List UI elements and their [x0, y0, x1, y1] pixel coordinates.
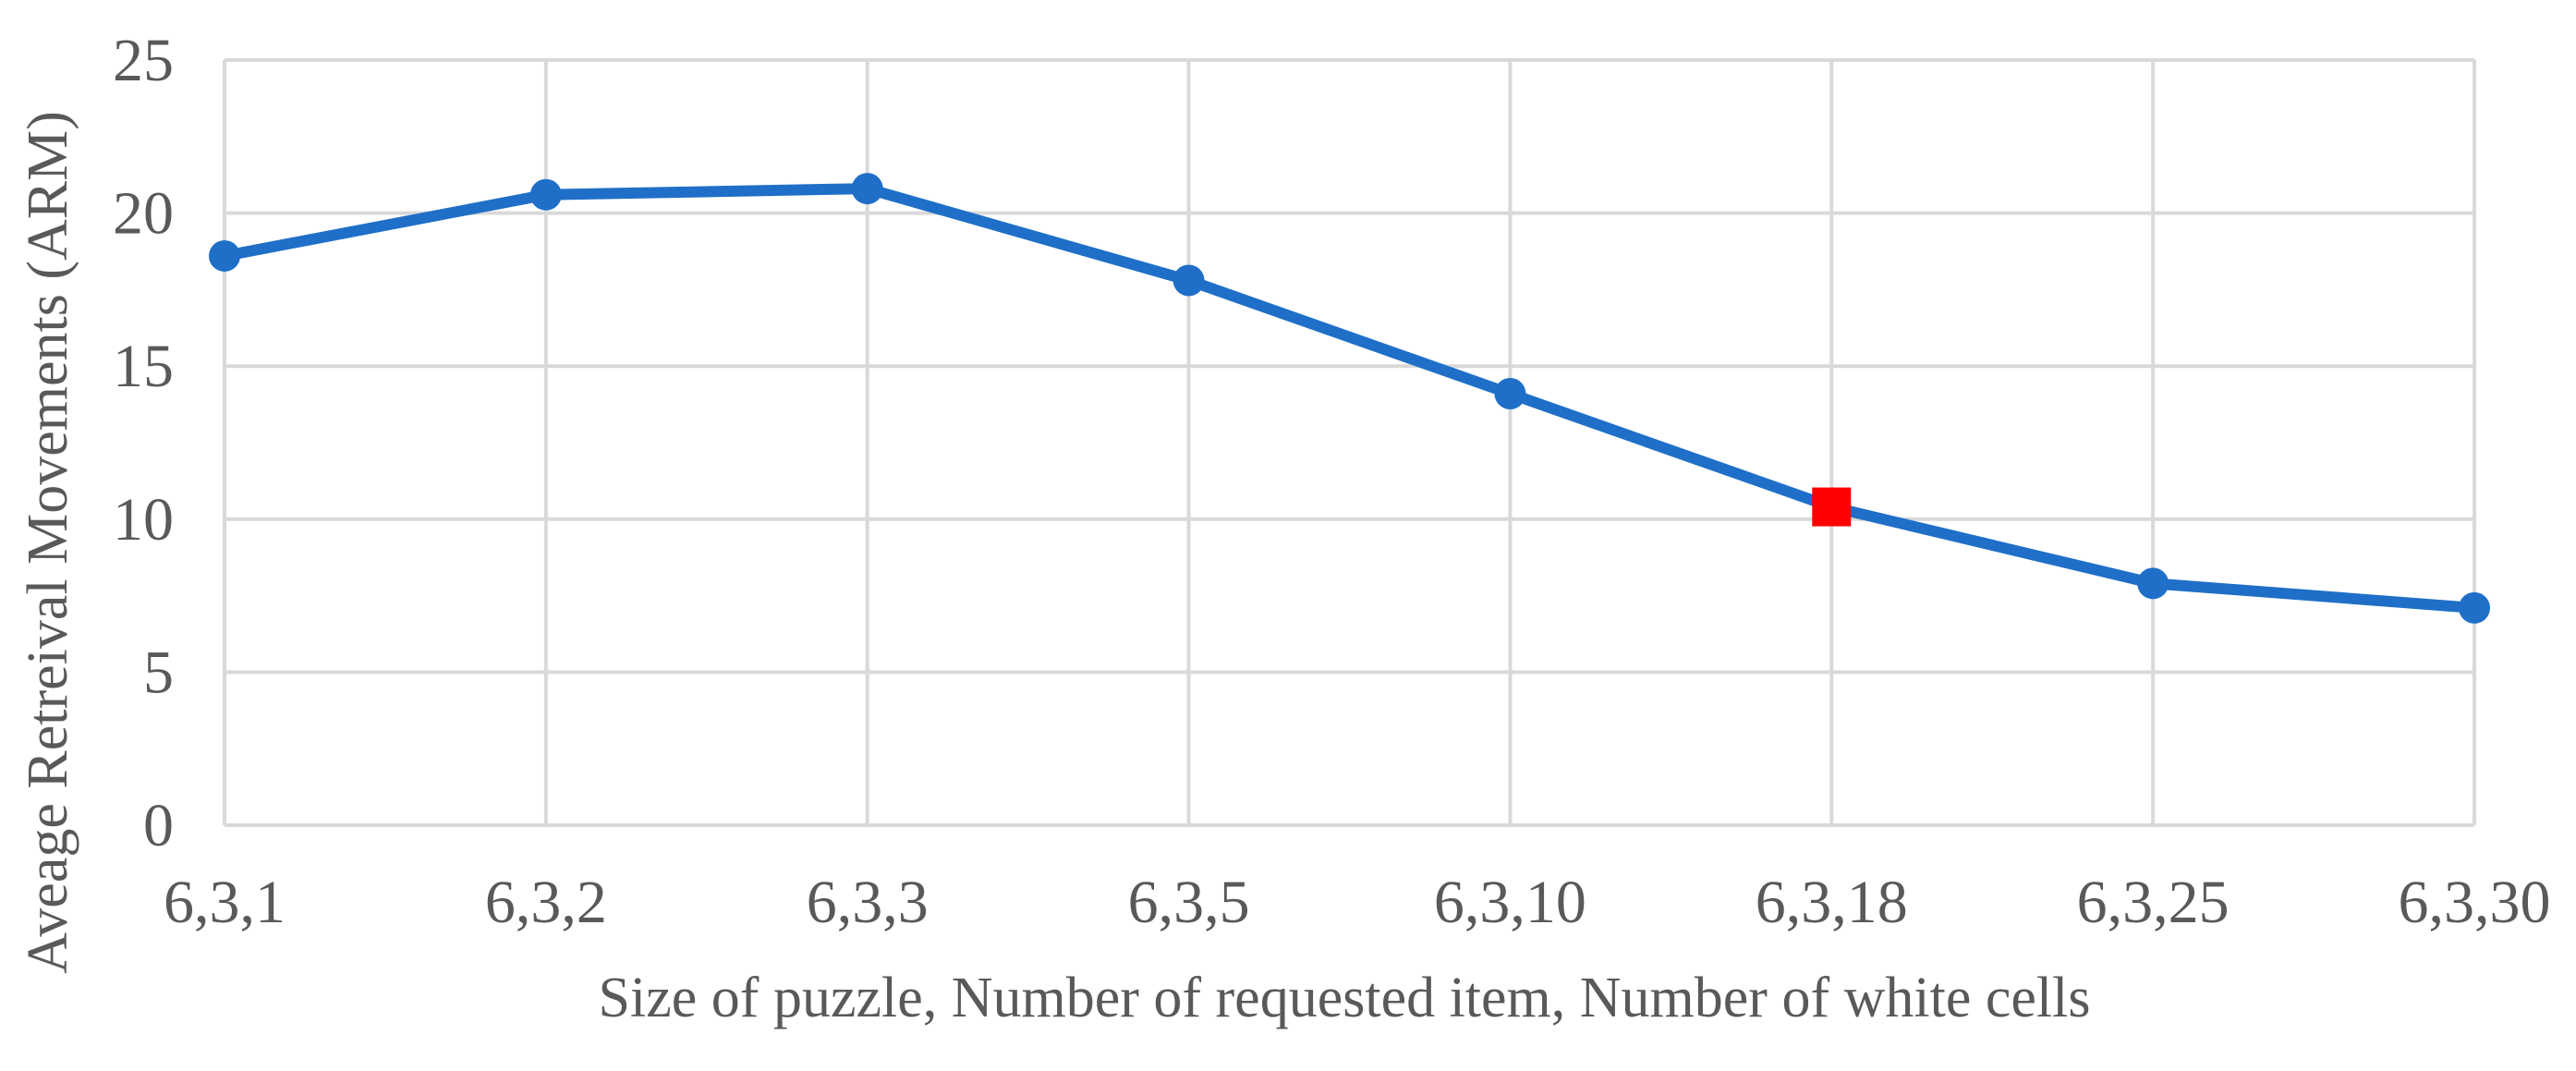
x-tick-label: 6,3,18	[1756, 869, 1908, 936]
y-tick-label: 5	[143, 639, 174, 706]
x-tick-label: 6,3,5	[1128, 869, 1250, 936]
data-point	[529, 178, 562, 211]
y-axis-ticks: 0 5 10 15 20 25	[113, 27, 174, 859]
x-axis-ticks: 6,3,1 6,3,2 6,3,3 6,3,5 6,3,10 6,3,18 6,3,25 6,…	[164, 869, 2551, 936]
x-axis-title: Size of puzzle, Number of requested item…	[599, 967, 2091, 1029]
y-tick-label: 0	[143, 792, 174, 859]
data-point	[1173, 264, 1205, 297]
data-point	[1494, 378, 1526, 410]
highlight-marker	[1812, 487, 1852, 527]
x-tick-label: 6,3,25	[2077, 869, 2230, 936]
data-point	[851, 173, 883, 205]
series-line	[219, 183, 2480, 614]
y-tick-label: 25	[113, 27, 174, 94]
data-point	[209, 239, 240, 272]
x-tick-label: 6,3,1	[164, 869, 286, 936]
series-layer	[209, 173, 2490, 624]
x-tick-label: 6,3,2	[485, 869, 607, 936]
x-tick-label: 6,3,30	[2399, 869, 2551, 936]
y-tick-label: 10	[113, 486, 174, 554]
data-point	[2137, 567, 2169, 600]
gridlines	[223, 58, 2476, 827]
x-tick-label: 6,3,10	[1434, 869, 1586, 936]
x-tick-label: 6,3,3	[807, 869, 929, 936]
data-point	[2459, 591, 2490, 624]
y-axis-title: Aveage Retreival Movements (ARM)	[17, 111, 79, 974]
y-tick-label: 15	[113, 333, 174, 400]
y-tick-label: 20	[113, 180, 174, 248]
